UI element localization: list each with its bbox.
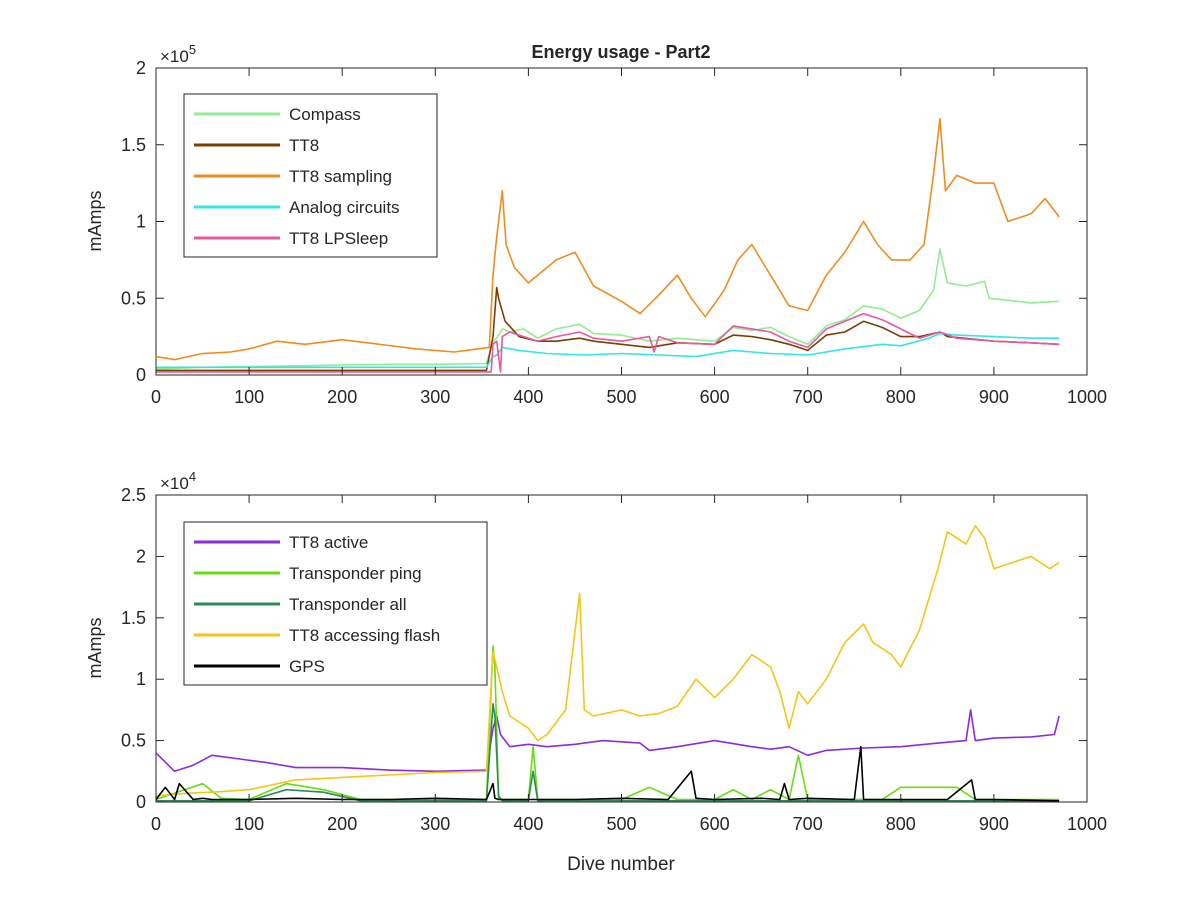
legend-label: TT8 bbox=[289, 136, 319, 155]
x-tick-label: 1000 bbox=[1067, 814, 1107, 834]
legend-label: Compass bbox=[289, 105, 361, 124]
top-plot-exponent: ×105 bbox=[160, 42, 196, 66]
x-tick-label: 700 bbox=[793, 814, 823, 834]
top-subplot: 0 100 200 300 400 500 600 700 800 900 1000 0 0.5 1 1.5… bbox=[85, 42, 1107, 407]
bottom-plot-exponent-base: ×10 bbox=[160, 474, 189, 493]
x-tick-label: 200 bbox=[327, 387, 357, 407]
top-plot-ticks: 0 100 200 300 400 500 600 700 800 900 1000 0 0.5 1 1.5… bbox=[121, 58, 1107, 407]
series-line-tt8-active bbox=[155, 709, 1060, 773]
bottom-plot-legend: TT8 active Transponder ping Transponder al… bbox=[183, 521, 488, 686]
x-tick-label: 800 bbox=[886, 814, 916, 834]
y-tick-label: 0 bbox=[136, 365, 146, 385]
x-tick-label: 100 bbox=[234, 387, 264, 407]
y-tick-label: 0.5 bbox=[121, 731, 146, 751]
x-tick-label: 300 bbox=[420, 814, 450, 834]
legend-label: TT8 LPSleep bbox=[289, 229, 388, 248]
y-tick-label: 1.5 bbox=[121, 608, 146, 628]
top-plot-title: Energy usage - Part2 bbox=[531, 42, 710, 62]
bottom-plot-ylabel: mAmps bbox=[85, 617, 105, 678]
legend-label: Transponder ping bbox=[289, 564, 422, 583]
x-tick-label: 1000 bbox=[1067, 387, 1107, 407]
x-tick-label: 100 bbox=[234, 814, 264, 834]
y-tick-label: 2 bbox=[136, 546, 146, 566]
y-tick-label: 2 bbox=[136, 58, 146, 78]
top-plot-exponent-power: 5 bbox=[189, 42, 196, 57]
x-tick-label: 500 bbox=[606, 814, 636, 834]
x-tick-label: 900 bbox=[979, 387, 1009, 407]
x-tick-label: 0 bbox=[151, 814, 161, 834]
x-tick-label: 500 bbox=[606, 387, 636, 407]
bottom-plot-ticks: 0 100 200 300 400 500 600 700 800 900 1000 0 0.5 1 1.5… bbox=[121, 485, 1107, 834]
y-tick-label: 1 bbox=[136, 212, 146, 232]
top-plot-exponent-base: ×10 bbox=[160, 47, 189, 66]
series-line-tt8-lpsleep bbox=[156, 312, 1060, 373]
x-tick-label: 0 bbox=[151, 387, 161, 407]
x-tick-label: 900 bbox=[979, 814, 1009, 834]
bottom-plot-exponent-power: 4 bbox=[189, 469, 196, 484]
x-tick-label: 700 bbox=[793, 387, 823, 407]
x-tick-label: 300 bbox=[420, 387, 450, 407]
bottom-plot-exponent: ×104 bbox=[160, 469, 196, 493]
series-line-compass bbox=[155, 248, 1060, 370]
legend-label: Transponder all bbox=[289, 595, 407, 614]
x-tick-label: 600 bbox=[700, 814, 730, 834]
x-tick-label: 200 bbox=[327, 814, 357, 834]
series-line-analog-circuits bbox=[156, 332, 1060, 369]
series-line-gps bbox=[155, 745, 1060, 802]
series-line-tt8-accessing-flash bbox=[155, 524, 1060, 797]
x-tick-label: 800 bbox=[886, 387, 916, 407]
x-tick-label: 400 bbox=[513, 387, 543, 407]
legend-label: GPS bbox=[289, 657, 325, 676]
y-tick-label: 1.5 bbox=[121, 135, 146, 155]
legend-label: TT8 accessing flash bbox=[289, 626, 440, 645]
series-line-tt8-sampling bbox=[155, 117, 1060, 361]
x-tick-label: 400 bbox=[513, 814, 543, 834]
top-plot-legend: Compass TT8 TT8 sampling Analog circuits TT8… bbox=[183, 93, 438, 258]
bottom-subplot: 0 100 200 300 400 500 600 700 800 900 1000 0 0.5 1 1.5… bbox=[85, 469, 1107, 875]
y-tick-label: 2.5 bbox=[121, 485, 146, 505]
x-tick-label: 600 bbox=[700, 387, 730, 407]
y-tick-label: 1 bbox=[136, 669, 146, 689]
legend-label: TT8 active bbox=[289, 533, 368, 552]
top-plot-ylabel: mAmps bbox=[85, 190, 105, 251]
y-tick-label: 0.5 bbox=[121, 288, 146, 308]
bottom-plot-xlabel: Dive number bbox=[567, 854, 675, 875]
legend-label: Analog circuits bbox=[289, 198, 400, 217]
y-tick-label: 0 bbox=[136, 792, 146, 812]
legend-label: TT8 sampling bbox=[289, 167, 392, 186]
